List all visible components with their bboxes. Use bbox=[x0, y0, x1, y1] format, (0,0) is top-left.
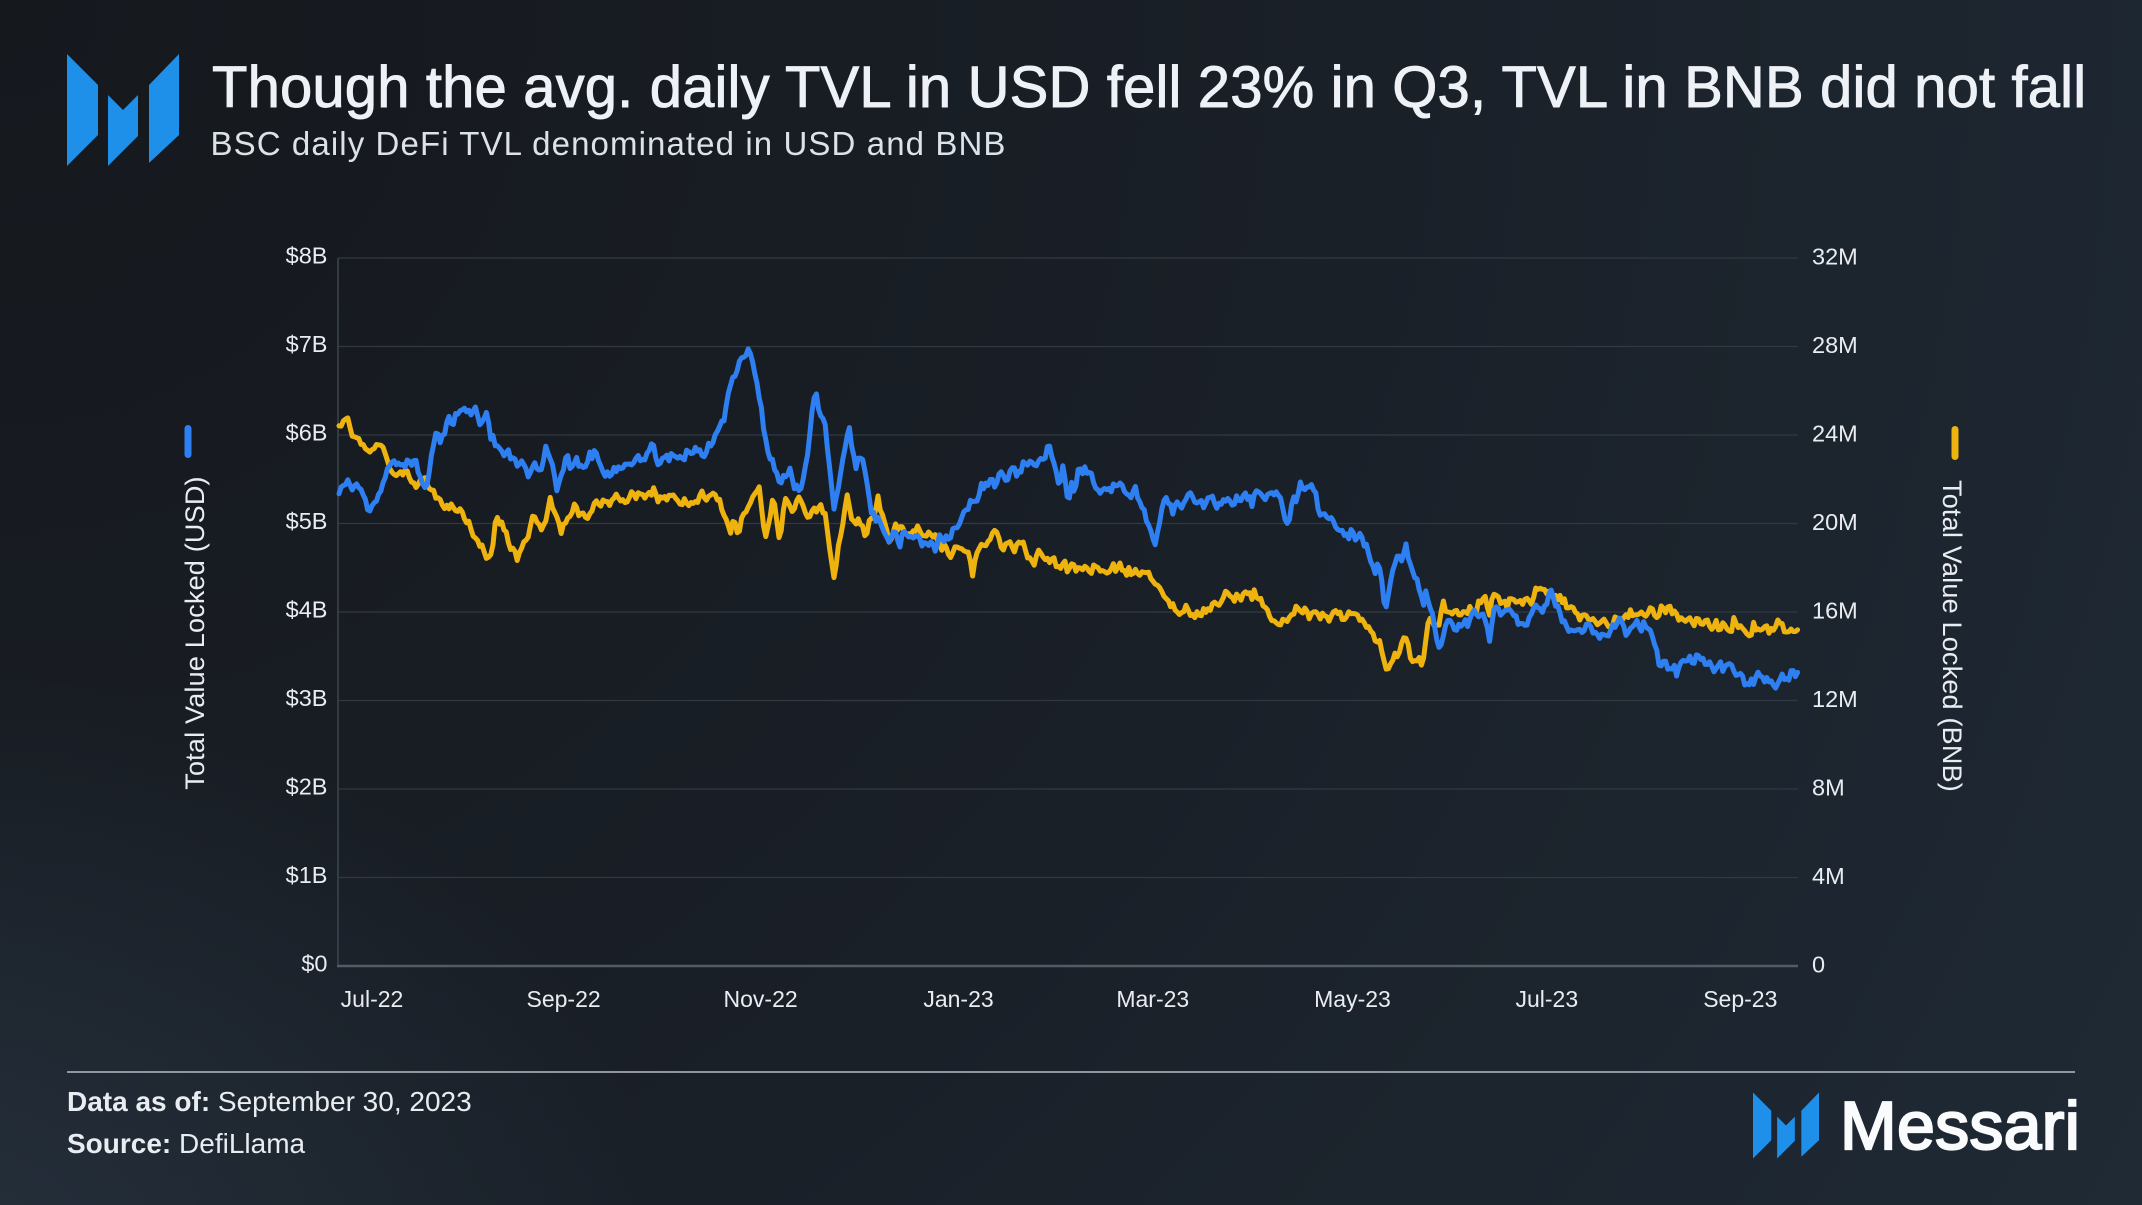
svg-text:$3B: $3B bbox=[286, 685, 328, 711]
svg-text:$8B: $8B bbox=[286, 243, 328, 269]
svg-text:Jul-23: Jul-23 bbox=[1515, 986, 1578, 1012]
svg-text:16M: 16M bbox=[1812, 598, 1858, 624]
svg-text:4M: 4M bbox=[1812, 863, 1845, 889]
svg-text:32M: 32M bbox=[1812, 244, 1858, 270]
svg-text:Mar-23: Mar-23 bbox=[1116, 986, 1189, 1012]
svg-text:$4B: $4B bbox=[286, 597, 328, 623]
svg-text:Jan-23: Jan-23 bbox=[923, 986, 993, 1012]
svg-text:$1B: $1B bbox=[286, 862, 328, 888]
svg-text:8M: 8M bbox=[1812, 775, 1845, 801]
svg-text:Total Value Locked (USD): Total Value Locked (USD) bbox=[180, 476, 210, 789]
svg-text:24M: 24M bbox=[1812, 421, 1858, 447]
svg-text:May-23: May-23 bbox=[1314, 986, 1391, 1012]
svg-text:$5B: $5B bbox=[286, 508, 328, 534]
svg-text:$2B: $2B bbox=[286, 774, 328, 800]
svg-text:Nov-22: Nov-22 bbox=[724, 986, 798, 1012]
svg-text:$6B: $6B bbox=[286, 420, 328, 446]
svg-text:Jul-22: Jul-22 bbox=[341, 986, 404, 1012]
svg-text:Sep-22: Sep-22 bbox=[527, 986, 601, 1012]
svg-text:12M: 12M bbox=[1812, 686, 1858, 712]
svg-text:$0: $0 bbox=[301, 951, 327, 977]
svg-text:Sep-23: Sep-23 bbox=[1703, 986, 1777, 1012]
svg-text:Total Value Locked (BNB): Total Value Locked (BNB) bbox=[1937, 480, 1967, 792]
svg-text:0: 0 bbox=[1812, 952, 1825, 978]
svg-text:20M: 20M bbox=[1812, 509, 1858, 535]
svg-text:$7B: $7B bbox=[286, 331, 328, 357]
svg-text:28M: 28M bbox=[1812, 332, 1858, 358]
